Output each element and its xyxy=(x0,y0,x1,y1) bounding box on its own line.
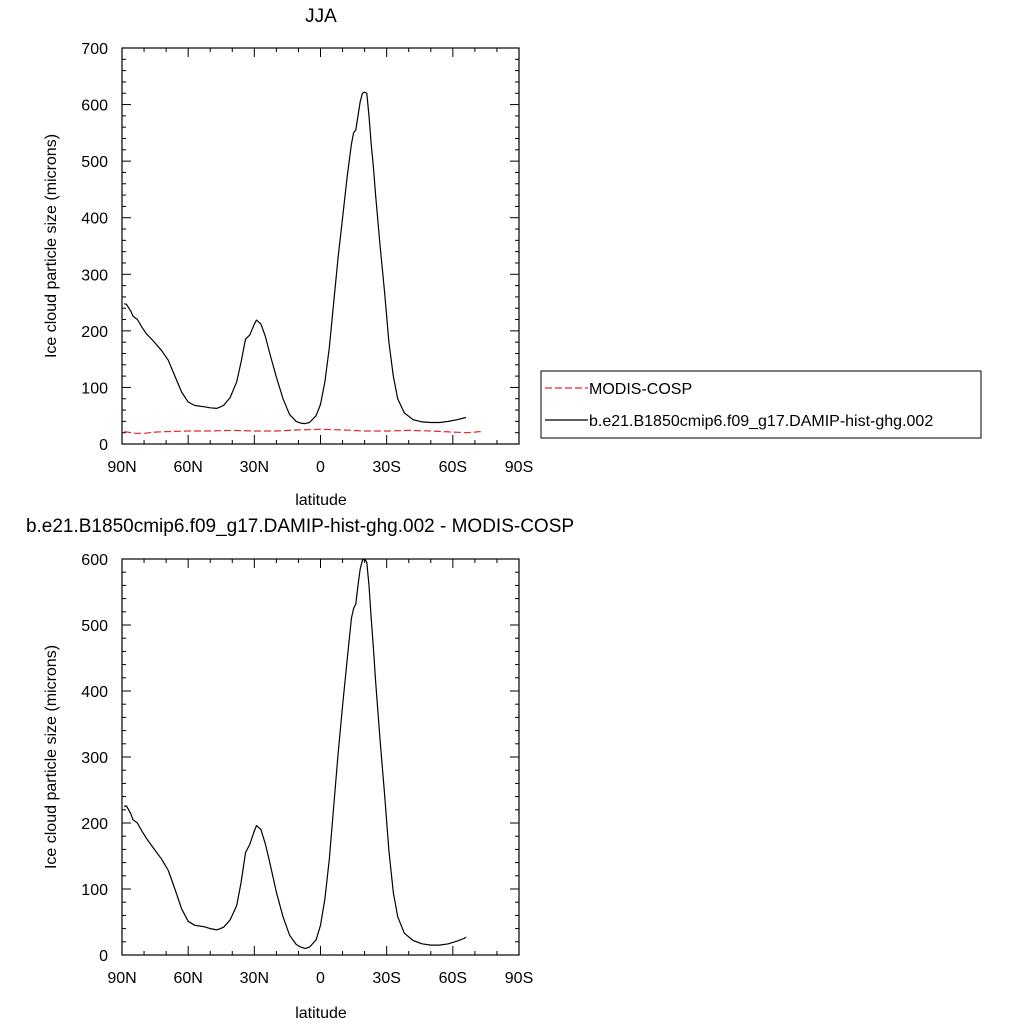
x-tick-label: 30N xyxy=(240,970,269,987)
bottom-panel: b.e21.B1850cmip6.f09_g17.DAMIP-hist-ghg.… xyxy=(26,516,574,1022)
y-tick-label: 600 xyxy=(81,552,108,569)
legend-box xyxy=(540,370,982,439)
x-tick-label: 30N xyxy=(240,459,269,476)
y-tick-label: 500 xyxy=(81,154,108,171)
x-tick-label: 60N xyxy=(173,970,202,987)
bottom-series xyxy=(124,558,467,950)
x-tick-label: 30S xyxy=(372,459,400,476)
top-x-axis-label: latitude xyxy=(295,492,347,509)
y-tick-label: 100 xyxy=(81,380,108,397)
y-tick-label: 0 xyxy=(99,437,108,454)
bottom-x-axis-label: latitude xyxy=(295,1005,347,1022)
x-tick-label: 90N xyxy=(107,970,136,987)
y-tick-label: 500 xyxy=(81,618,108,635)
y-tick-label: 200 xyxy=(81,816,108,833)
x-tick-label: 60S xyxy=(439,459,467,476)
bottom-y-axis-label: Ice cloud particle size (microns) xyxy=(43,645,60,869)
y-tick-label: 200 xyxy=(81,324,108,341)
x-tick-label: 90N xyxy=(107,459,136,476)
y-tick-label: 400 xyxy=(81,211,108,228)
top-chart-title: JJA xyxy=(305,6,337,27)
top-ticks: 90N 60N 30N 0 30S 60S 90S 0 100 200 300 400 500 600 70… xyxy=(81,41,533,476)
y-tick-label: 600 xyxy=(81,98,108,115)
x-tick-label: 30S xyxy=(372,970,400,987)
legend-label-model: b.e21.B1850cmip6.f09_g17.DAMIP-hist-ghg.… xyxy=(589,413,933,430)
y-tick-label: 100 xyxy=(81,882,108,899)
x-tick-label: 60S xyxy=(439,970,467,987)
y-tick-label: 300 xyxy=(81,267,108,284)
bottom-ticks: 90N 60N 30N 0 30S 60S 90S 0 100 200 300 400 500 600 xyxy=(81,552,533,987)
top-series xyxy=(124,91,484,434)
x-tick-label: 0 xyxy=(316,970,325,987)
top-y-axis-label: Ice cloud particle size (microns) xyxy=(43,134,60,358)
y-tick-label: 400 xyxy=(81,684,108,701)
y-tick-label: 700 xyxy=(81,41,108,58)
y-tick-label: 0 xyxy=(99,948,108,965)
bottom-series-line-0 xyxy=(124,558,467,950)
legend: MODIS-COSP b.e21.B1850cmip6.f09_g17.DAMI… xyxy=(540,370,982,439)
top-panel: JJA 90N 60N 30N 0 30S 60S 90S 0 100 200 300 400 500 6… xyxy=(43,6,982,509)
y-tick-label: 300 xyxy=(81,750,108,767)
bottom-plot-frame xyxy=(121,558,520,956)
x-tick-label: 90S xyxy=(505,970,533,987)
x-tick-label: 90S xyxy=(505,459,533,476)
x-tick-label: 0 xyxy=(316,459,325,476)
x-tick-label: 60N xyxy=(173,459,202,476)
top-plot-frame xyxy=(121,47,520,445)
top-series-line-0 xyxy=(124,428,484,434)
bottom-chart-title: b.e21.B1850cmip6.f09_g17.DAMIP-hist-ghg.… xyxy=(26,516,574,537)
top-series-line-1 xyxy=(124,91,467,425)
legend-label-modis: MODIS-COSP xyxy=(589,381,692,398)
